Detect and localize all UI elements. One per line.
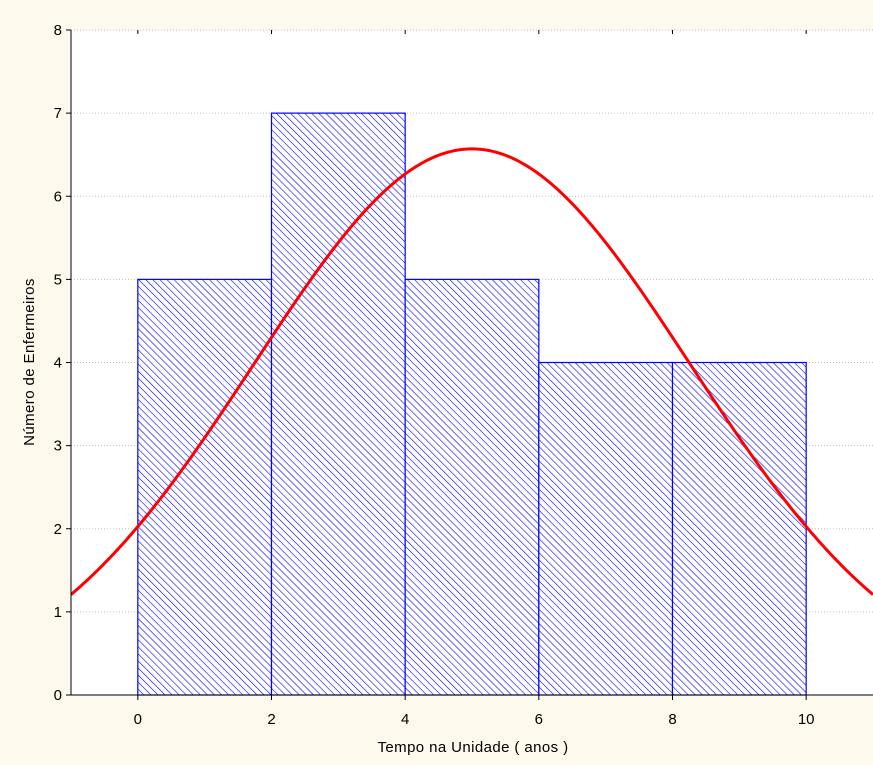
y-tick-label-5: 5: [54, 271, 62, 288]
histogram-bar-2: [404, 278, 540, 696]
y-tick-label-3: 3: [54, 438, 62, 455]
x-axis-title: Tempo na Unidade ( anos ): [378, 739, 569, 756]
y-tick-label-6: 6: [54, 188, 62, 205]
x-tick-label-4: 4: [401, 711, 409, 728]
normal-fit-curve: [71, 147, 873, 596]
y-tick-label-7: 7: [54, 105, 62, 122]
x-tick-label-6: 6: [535, 711, 543, 728]
x-tick-label-2: 2: [267, 711, 275, 728]
x-tick-label-0: 0: [134, 711, 142, 728]
histogram-bars: [137, 112, 807, 696]
histogram-bar-4: [671, 361, 807, 696]
y-tick-label-8: 8: [54, 22, 62, 39]
axes: [66, 29, 873, 700]
histogram-bar-0: [137, 278, 273, 696]
histogram-bar-3: [538, 361, 674, 696]
y-tick-label-1: 1: [54, 604, 62, 621]
y-tick-label-0: 0: [54, 687, 62, 704]
y-tick-label-4: 4: [54, 355, 62, 372]
x-tick-label-8: 8: [668, 711, 676, 728]
y-tick-label-2: 2: [54, 521, 62, 538]
x-tick-label-10: 10: [798, 711, 815, 728]
y-axis-title: Número de Enfermeiros: [21, 278, 38, 446]
normal-curve-layer: [71, 147, 873, 596]
histogram-bar-1: [270, 112, 406, 696]
tick-labels: 0 1 2 3 4 5 6 7 8 0 2 4 6 8 10: [54, 22, 815, 728]
